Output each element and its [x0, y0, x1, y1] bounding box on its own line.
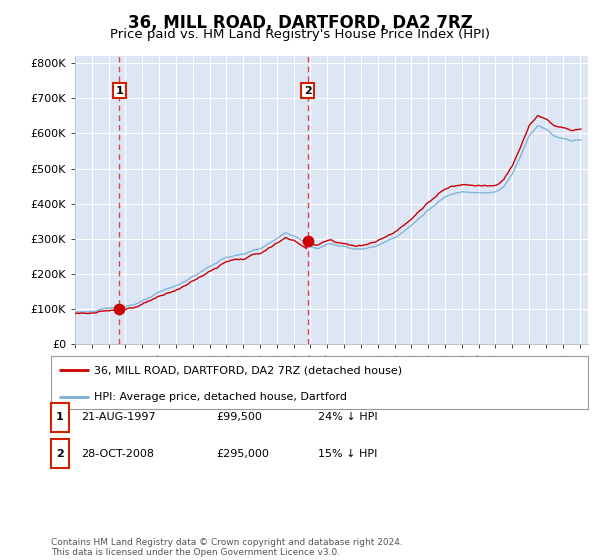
- Text: 36, MILL ROAD, DARTFORD, DA2 7RZ: 36, MILL ROAD, DARTFORD, DA2 7RZ: [128, 14, 472, 32]
- Text: 28-OCT-2008: 28-OCT-2008: [81, 449, 154, 459]
- Text: Price paid vs. HM Land Registry's House Price Index (HPI): Price paid vs. HM Land Registry's House …: [110, 28, 490, 41]
- Text: 24% ↓ HPI: 24% ↓ HPI: [318, 412, 377, 422]
- Text: 1: 1: [56, 412, 64, 422]
- Text: 1: 1: [116, 86, 123, 96]
- Text: £99,500: £99,500: [216, 412, 262, 422]
- Text: 2: 2: [304, 86, 311, 96]
- Text: 36, MILL ROAD, DARTFORD, DA2 7RZ (detached house): 36, MILL ROAD, DARTFORD, DA2 7RZ (detach…: [94, 366, 402, 376]
- Point: [115, 305, 124, 314]
- Text: 21-AUG-1997: 21-AUG-1997: [81, 412, 155, 422]
- Text: Contains HM Land Registry data © Crown copyright and database right 2024.
This d: Contains HM Land Registry data © Crown c…: [51, 538, 403, 557]
- Text: 15% ↓ HPI: 15% ↓ HPI: [318, 449, 377, 459]
- Text: HPI: Average price, detached house, Dartford: HPI: Average price, detached house, Dart…: [94, 392, 347, 402]
- Text: £295,000: £295,000: [216, 449, 269, 459]
- Text: 2: 2: [56, 449, 64, 459]
- Point: [303, 236, 313, 245]
